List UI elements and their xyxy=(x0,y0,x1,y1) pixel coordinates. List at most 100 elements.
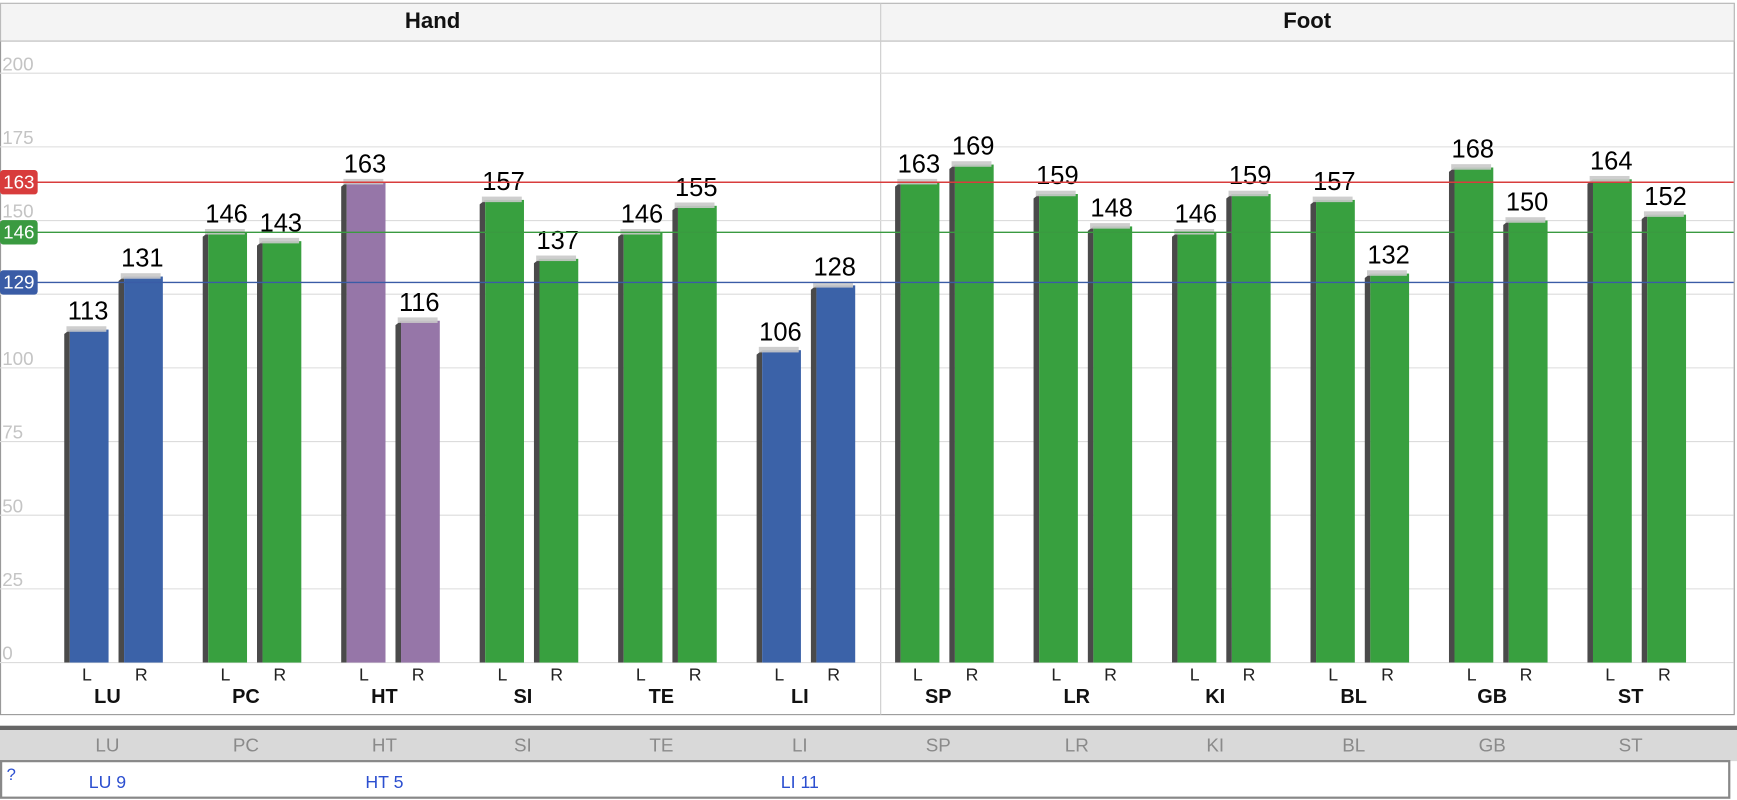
y-tick-label: 25 xyxy=(2,569,23,590)
category-label: HT xyxy=(371,686,398,708)
value-label: 113 xyxy=(68,298,109,326)
side-label: R xyxy=(689,665,702,685)
side-label: R xyxy=(966,665,979,685)
bar-side xyxy=(895,182,901,663)
bar-side xyxy=(395,320,402,663)
bar xyxy=(1370,273,1410,663)
reference-badge xyxy=(0,270,38,295)
side-label: R xyxy=(827,665,840,685)
value-label: 131 xyxy=(121,245,163,273)
category-label: LR xyxy=(1063,686,1090,708)
bar-cap xyxy=(536,255,577,262)
side-label: L xyxy=(221,665,231,685)
side-label: L xyxy=(913,665,923,685)
table-header-cell: LI xyxy=(792,735,808,756)
side-label: R xyxy=(1381,665,1394,685)
side-label: R xyxy=(135,665,148,685)
bar-side xyxy=(202,232,209,663)
category-label: LI xyxy=(791,686,809,708)
bar xyxy=(900,182,940,663)
value-label: 152 xyxy=(1644,183,1687,211)
bar-cap xyxy=(951,161,992,167)
table-header-cell: PC xyxy=(233,735,259,756)
side-label: L xyxy=(1328,665,1338,685)
side-label: R xyxy=(412,665,425,685)
y-tick-label: 200 xyxy=(2,53,33,74)
bar-cap xyxy=(1589,175,1630,182)
bar-side xyxy=(672,205,678,663)
side-label: L xyxy=(636,665,646,685)
bar-side xyxy=(1587,179,1593,663)
bar-side xyxy=(1448,167,1455,663)
bar xyxy=(1039,194,1078,663)
bar-side xyxy=(1033,194,1040,663)
table-header-cell: SP xyxy=(926,735,951,756)
bar-side xyxy=(341,182,347,663)
value-label: 163 xyxy=(898,150,941,178)
table-point[interactable]: LI 11 xyxy=(781,772,819,792)
bar xyxy=(623,232,663,663)
bar-cap xyxy=(1643,211,1684,217)
table-header-cell: TE xyxy=(649,735,673,756)
bar-cap xyxy=(813,282,853,288)
reference-badge xyxy=(0,220,38,245)
bar-cap xyxy=(1035,190,1076,197)
value-label: 164 xyxy=(1590,147,1633,175)
category-label: BL xyxy=(1340,686,1367,708)
category-label: LU xyxy=(94,686,121,708)
reference-label: 163 xyxy=(3,171,34,192)
reference-label: 146 xyxy=(3,221,34,242)
table-header-cell: KI xyxy=(1206,735,1224,756)
category-label: KI xyxy=(1205,686,1225,708)
side-label: L xyxy=(82,665,92,685)
value-label: 116 xyxy=(399,289,440,317)
bar-cap xyxy=(481,196,522,203)
side-label: R xyxy=(1104,665,1117,685)
table-marker[interactable]: ? xyxy=(7,765,16,784)
bar-side xyxy=(1226,194,1232,663)
side-label: L xyxy=(359,665,369,685)
value-label: 137 xyxy=(537,227,580,255)
side-label: R xyxy=(273,665,286,685)
table-header-cell: LU xyxy=(95,735,119,756)
bar-cap xyxy=(259,237,300,244)
value-label: 128 xyxy=(813,253,856,281)
bar-cap xyxy=(397,317,438,323)
table-header-cell: LR xyxy=(1065,735,1089,756)
bar-side xyxy=(118,276,125,663)
table-point[interactable]: LU 9 xyxy=(89,772,127,792)
value-label: 155 xyxy=(675,174,718,202)
bar-side xyxy=(64,329,70,663)
bar-cap xyxy=(1451,164,1492,170)
bar xyxy=(124,276,163,663)
bar xyxy=(208,232,248,663)
value-label: 106 xyxy=(759,318,802,346)
bar-cap xyxy=(758,346,799,353)
bar xyxy=(1592,179,1632,663)
value-label: 148 xyxy=(1090,195,1133,223)
category-label: GB xyxy=(1477,686,1507,708)
bar xyxy=(1316,199,1355,663)
value-label: 150 xyxy=(1506,189,1549,217)
bar-side xyxy=(533,258,540,663)
value-label: 132 xyxy=(1367,242,1410,270)
reference-label: 129 xyxy=(3,271,34,292)
table-point[interactable]: HT 5 xyxy=(365,772,403,792)
y-tick-label: 175 xyxy=(2,127,33,148)
bar-side xyxy=(1087,226,1094,663)
bar-cap xyxy=(120,273,161,279)
table-separator xyxy=(0,725,1737,731)
bar xyxy=(1231,194,1271,663)
y-tick-label: 0 xyxy=(2,643,12,664)
bar xyxy=(69,329,109,663)
side-label: R xyxy=(550,665,563,685)
side-label: R xyxy=(1243,665,1256,685)
bar xyxy=(1647,214,1687,663)
category-label: PC xyxy=(232,686,260,708)
bar-cap xyxy=(66,326,107,332)
value-label: 146 xyxy=(621,200,664,228)
bar xyxy=(816,285,856,663)
bar-side xyxy=(810,285,817,663)
panel-title: Foot xyxy=(1283,8,1332,33)
